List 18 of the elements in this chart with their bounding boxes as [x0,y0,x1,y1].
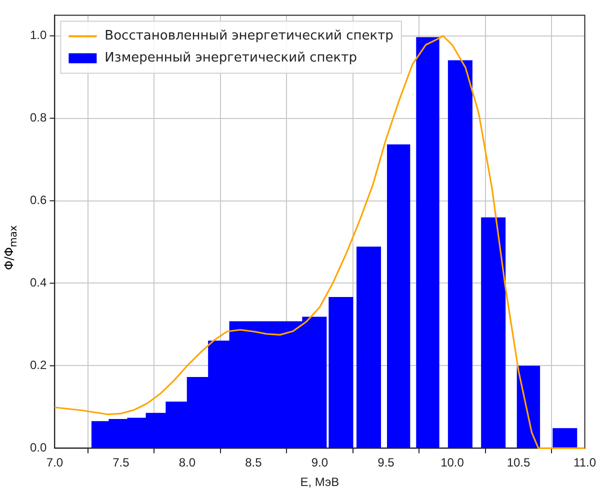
x-tick-label: 9.0 [311,456,328,470]
legend-label: Измеренный энергетический спектр [104,50,357,66]
x-tick-label: 11.0 [574,456,596,470]
x-tick-label: 9.5 [378,456,395,470]
x-tick-label: 7.0 [46,456,64,470]
legend-label: Восстановленный энергетический спектр [104,28,394,44]
y-tick-label: 0.4 [30,276,47,290]
y-tick-label: 0.6 [30,193,47,208]
y-tick-label: 0.0 [30,440,47,455]
x-tick-label: 8.5 [245,456,262,470]
x-tick-label: 7.5 [112,456,130,470]
x-axis-title: E, МэВ [300,475,340,490]
x-tick-label: 10.0 [440,456,464,470]
x-tick-label: 10.5 [506,456,531,470]
x-tick-label: 8.0 [178,456,196,470]
y-tick-label: 1.0 [30,28,47,42]
y-tick-label: 0.2 [30,358,47,372]
y-tick-label: 0.8 [30,110,47,125]
